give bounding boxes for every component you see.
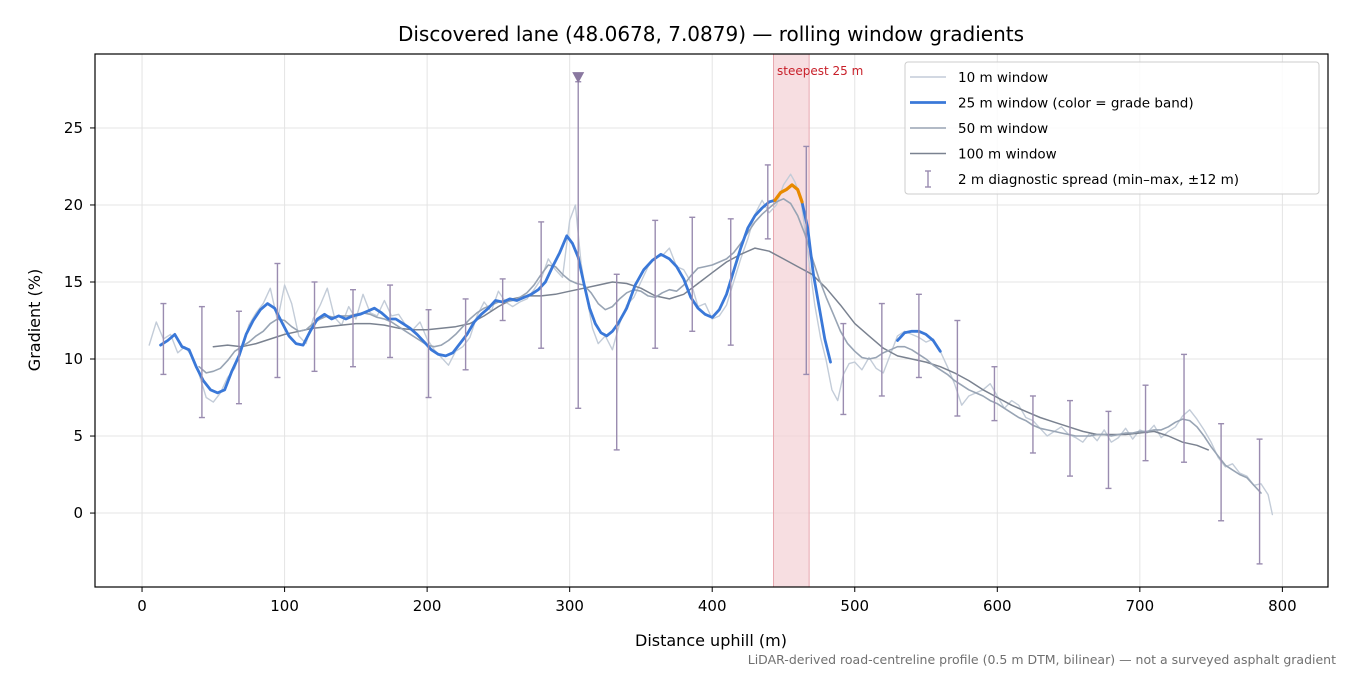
diagnostic-spread-layer [160, 81, 1263, 565]
diagnostic-spread-bar [613, 273, 620, 451]
diagnostic-spread-bar [311, 281, 318, 373]
diagnostic-spread-bar [803, 145, 810, 376]
series-layer [148, 173, 1274, 516]
steepest-annotation: steepest 25 m [777, 64, 863, 78]
x-tick-label: 0 [137, 597, 147, 615]
legend-10m-label: 10 m window [958, 70, 1048, 86]
plot-frame [94, 53, 1329, 588]
chart-title: Discovered lane (48.0678, 7.0879) — roll… [398, 22, 1024, 46]
legend-50m: 50 m window [910, 121, 1048, 137]
diagnostic-spread-bar [499, 278, 506, 322]
diagnostic-spread-bar [160, 302, 167, 376]
y-axis-label: Gradient (%) [25, 269, 44, 371]
steepest-band-rect [773, 54, 810, 587]
footer-note: LiDAR-derived road-centreline profile (0… [748, 652, 1336, 667]
diagnostic-spread-bar [764, 164, 771, 240]
x-tick-label: 100 [270, 597, 299, 615]
diagnostic-spread-bar [274, 262, 281, 379]
legend-50m-label: 50 m window [958, 121, 1048, 137]
x-axis-label: Distance uphill (m) [635, 631, 787, 650]
diagnostic-spread-bar [727, 218, 734, 346]
diagnostic-spread-bar [462, 298, 469, 371]
diagnostic-spread-bar [350, 288, 357, 368]
x-tick-label: 300 [555, 597, 584, 615]
diagnostic-spread-bar [991, 366, 998, 422]
diagnostic-spread-bar [198, 305, 205, 419]
outlier-marker [572, 72, 585, 84]
diagnostic-spread-bar [1256, 438, 1263, 565]
y-tick-label: 5 [73, 427, 83, 445]
x-tick-label: 400 [698, 597, 727, 615]
y-tick-label: 10 [64, 350, 83, 368]
diagnostic-spread-bar [1218, 423, 1225, 522]
legend-box [904, 61, 1320, 195]
x-tick-label: 800 [1268, 597, 1297, 615]
x-tick-label: 500 [840, 597, 869, 615]
series-100m-line [212, 247, 1210, 451]
diagnostic-spread-bar [538, 221, 545, 349]
legend-25m-label: 25 m window (color = grade band) [958, 96, 1194, 112]
y-tick-label: 15 [64, 273, 83, 291]
legend-10m: 10 m window [910, 70, 1048, 86]
diagnostic-spread-bar [954, 319, 961, 417]
series-25m-steep-segment [773, 183, 804, 204]
y-tick-label: 20 [64, 196, 83, 214]
legend-100m: 100 m window [910, 147, 1057, 163]
diagnostic-spread-bar [915, 293, 922, 379]
axis-ticks: 0 100 200 300 400 500 600 700 800 0 5 10 15 20 25 [64, 119, 1297, 615]
outlier-marker-layer [572, 72, 585, 84]
diagnostic-spread-bar [387, 284, 394, 359]
diagnostic-spread-bar [425, 309, 432, 399]
diagnostic-spread-bar [840, 322, 847, 416]
series-10m-line [148, 173, 1274, 516]
diagnostic-spread-bar [235, 310, 242, 405]
diagnostic-spread-bar [878, 302, 885, 397]
legend-25m: 25 m window (color = grade band) [910, 96, 1194, 112]
y-tick-label: 25 [64, 119, 83, 137]
diagnostic-spread-bar [689, 216, 696, 332]
x-tick-label: 700 [1126, 597, 1155, 615]
diagnostic-spread-bar [1029, 395, 1036, 454]
diagnostic-spread-bar [1105, 410, 1112, 490]
x-tick-label: 600 [983, 597, 1012, 615]
legend-spread: 2 m diagnostic spread (min–max, ±12 m) [925, 170, 1239, 188]
series-25m-line [159, 198, 777, 395]
diagnostic-spread-bar [1066, 399, 1073, 477]
diagnostic-spread-bar [1181, 353, 1188, 463]
legend-spread-label: 2 m diagnostic spread (min–max, ±12 m) [958, 172, 1239, 188]
diagnostic-spread-bar [1142, 384, 1149, 462]
legend: 10 m window 25 m window (color = grade ba… [904, 61, 1320, 195]
diagnostic-spread-bar [652, 219, 659, 349]
steepest-band [773, 54, 810, 587]
x-tick-label: 200 [413, 597, 442, 615]
legend-100m-label: 100 m window [958, 147, 1057, 163]
y-tick-label: 0 [73, 504, 83, 522]
